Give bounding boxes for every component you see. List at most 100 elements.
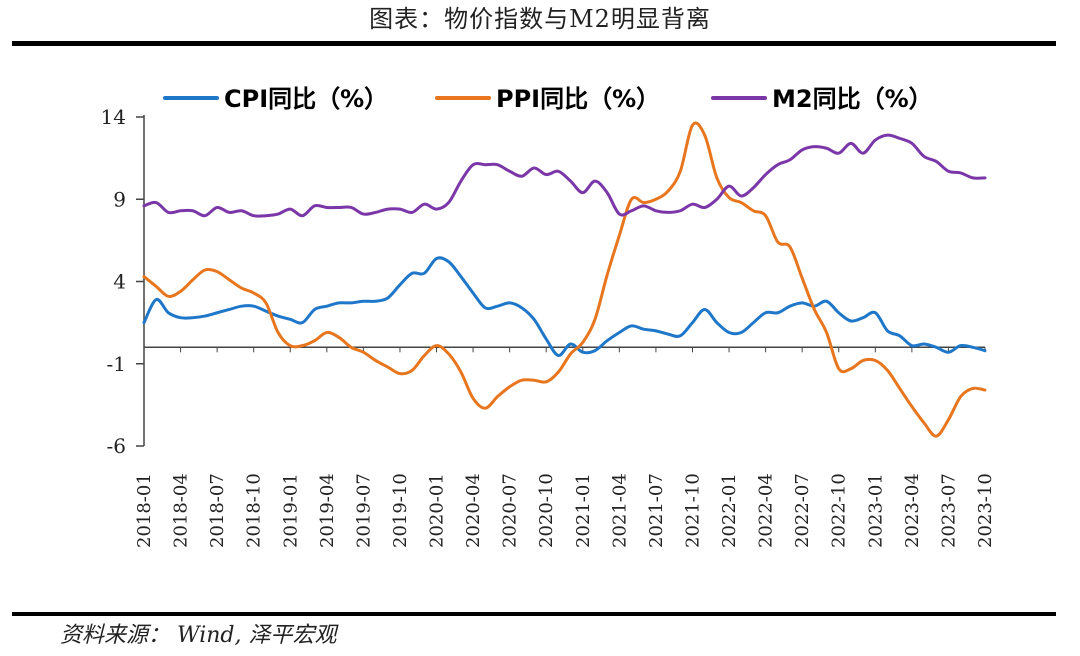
series-3-point xyxy=(886,134,888,136)
series-2-point xyxy=(277,331,279,333)
series-1-point xyxy=(691,321,693,323)
series-3-point xyxy=(484,164,486,166)
series-2-point xyxy=(545,381,547,383)
x-tick-label: 2021-10 xyxy=(682,473,703,548)
series-1-point xyxy=(728,331,730,333)
bottom-rule xyxy=(12,612,1056,616)
series-1-point xyxy=(399,284,401,286)
series-line-3 xyxy=(142,133,987,218)
series-3-point xyxy=(959,172,961,174)
series-2-point xyxy=(179,290,181,292)
series-2-point xyxy=(399,372,401,374)
series-2-point xyxy=(326,331,328,333)
series-3-point xyxy=(143,205,145,207)
x-tick-label: 2019-01 xyxy=(280,473,301,548)
x-tick-label: 2020-04 xyxy=(463,473,484,548)
series-1-point xyxy=(411,272,413,274)
x-tick-label: 2021-01 xyxy=(573,473,594,548)
series-3-point xyxy=(655,210,657,212)
series-1-point xyxy=(533,318,535,320)
series-1-point xyxy=(508,302,510,304)
x-tick-label: 2018-10 xyxy=(244,473,265,548)
series-1-point xyxy=(959,344,961,346)
series-2-point xyxy=(557,371,559,373)
series-1-point xyxy=(630,325,632,327)
series-1-point xyxy=(167,312,169,314)
x-tick-label: 2018-07 xyxy=(207,473,228,548)
x-tick-label: 2019-04 xyxy=(317,473,338,548)
series-1-point xyxy=(423,272,425,274)
series-3-point xyxy=(667,211,669,213)
series-2-point xyxy=(667,190,669,192)
series-1-point xyxy=(216,312,218,314)
series-2-point xyxy=(777,241,779,243)
series-3-point xyxy=(582,191,584,193)
series-3-point xyxy=(374,211,376,213)
series-3-point xyxy=(423,203,425,205)
series-3-point xyxy=(691,203,693,205)
series-3-point xyxy=(338,206,340,208)
series-3-point xyxy=(594,180,596,182)
series-1-point xyxy=(716,321,718,323)
series-2-point xyxy=(630,198,632,200)
top-rule xyxy=(12,41,1056,46)
series-1-point xyxy=(898,335,900,337)
x-tick-label: 2023-10 xyxy=(975,473,996,548)
series-3-point xyxy=(874,139,876,141)
series-1-point xyxy=(350,302,352,304)
series-1-point xyxy=(545,338,547,340)
series-2-point xyxy=(752,210,754,212)
series-3-point xyxy=(825,147,827,149)
series-1-point xyxy=(679,335,681,337)
series-2-point xyxy=(374,359,376,361)
series-1-point xyxy=(606,340,608,342)
series-1-point xyxy=(972,346,974,348)
series-1-point xyxy=(874,312,876,314)
x-tick-label: 2020-10 xyxy=(536,473,557,548)
series-3-point xyxy=(850,142,852,144)
series-1-point xyxy=(740,331,742,333)
series-1-point xyxy=(460,275,462,277)
x-tick-label: 2022-10 xyxy=(829,473,850,548)
series-2-point xyxy=(911,405,913,407)
series-3-point xyxy=(204,215,206,217)
series-2-point xyxy=(740,201,742,203)
series-3-point xyxy=(789,159,791,161)
x-tick-label: 2023-07 xyxy=(938,473,959,548)
series-1-point xyxy=(155,298,157,300)
series-2-point xyxy=(435,344,437,346)
series-1-point xyxy=(277,315,279,317)
series-3-point xyxy=(838,152,840,154)
series-1-point xyxy=(289,318,291,320)
series-2-point xyxy=(204,269,206,271)
series-2-point xyxy=(240,287,242,289)
series-2-point xyxy=(192,279,194,281)
series-2-point xyxy=(143,275,145,277)
series-1-point xyxy=(204,315,206,317)
series-2-point xyxy=(521,379,523,381)
series-3-point xyxy=(752,187,754,189)
series-1-point xyxy=(886,330,888,332)
y-tick-label: 4 xyxy=(113,270,126,294)
series-2-point xyxy=(350,346,352,348)
x-tick-label: 2020-07 xyxy=(500,473,521,548)
series-2-point xyxy=(691,124,693,126)
series-1-point xyxy=(789,305,791,307)
series-1-point xyxy=(923,343,925,345)
series-2-point xyxy=(862,359,864,361)
legend-label-2: PPI同比（%） xyxy=(496,85,660,113)
series-2-point xyxy=(789,246,791,248)
series-3-point xyxy=(740,195,742,197)
series-2-point xyxy=(569,353,571,355)
series-3-point xyxy=(777,164,779,166)
x-tick-label: 2023-04 xyxy=(902,473,923,548)
series-1-point xyxy=(594,349,596,351)
series-2-point xyxy=(252,292,254,294)
series-3-point xyxy=(228,211,230,213)
series-3-point xyxy=(923,155,925,157)
x-tick-label: 2022-07 xyxy=(792,473,813,548)
series-1-point xyxy=(338,302,340,304)
series-3-point xyxy=(179,210,181,212)
x-tick-label: 2018-01 xyxy=(134,473,155,548)
